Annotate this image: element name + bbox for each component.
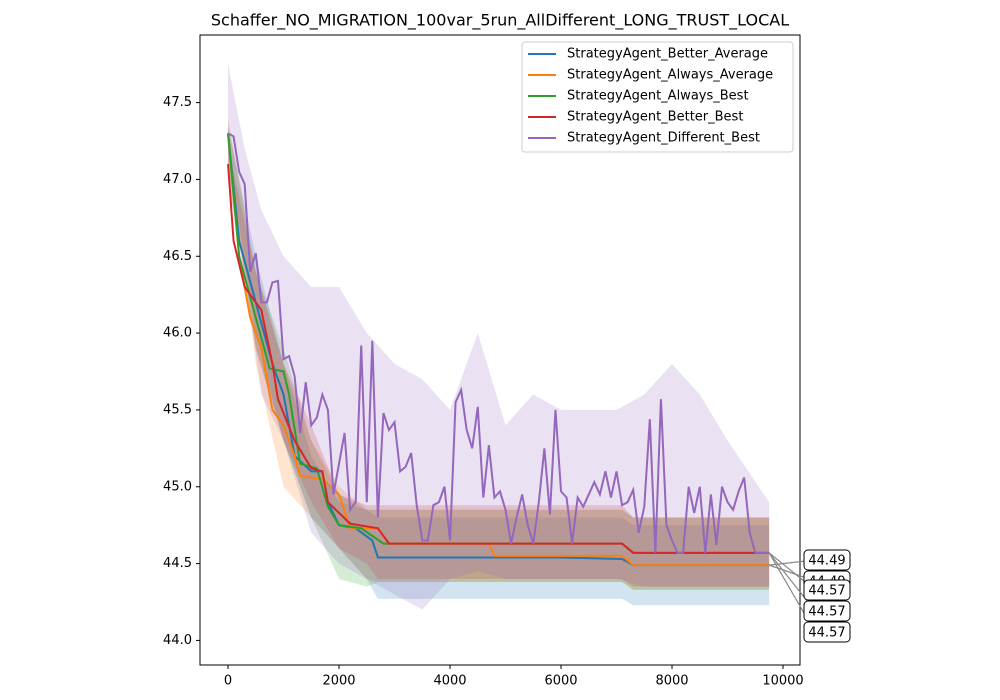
confidence-band [228,125,770,590]
legend-box [521,41,794,153]
confidence-band [228,117,770,590]
annotation: 44.57 [803,621,851,643]
y-tick-label: 44.5 [163,556,192,571]
series-line [227,132,770,554]
y-tick-label: 45.0 [163,479,192,494]
axes-frame [199,34,801,666]
legend-label: StrategyAgent_Always_Best [567,89,749,104]
series-line [227,133,770,567]
confidence-band [228,148,770,587]
y-tick-label: 46.0 [163,326,192,341]
y-tick-label: 47.5 [163,95,192,110]
y-tick-label: 47.0 [163,172,192,187]
annotation-box [803,600,851,622]
x-tick-label: 2000 [322,674,355,689]
annotation-label: 44.49 [808,554,845,569]
legend: StrategyAgent_Better_Average StrategyAgen… [521,41,794,153]
legend-label: StrategyAgent_Better_Best [567,110,743,125]
y-tick-label: 44.0 [163,633,192,648]
annotation-label: 44.57 [808,626,845,641]
chart-title: Schaffer_NO_MIGRATION_100var_5run_AllDif… [211,11,789,31]
annotation-label: 44.57 [808,584,845,599]
x-tick-label: 10000 [762,674,803,689]
plot-area [227,64,770,610]
annotation: 44.57 [803,600,851,622]
y-tick-label: 46.5 [163,249,192,264]
annotation-label: 44.57 [808,605,845,620]
x-tick-label: 0 [224,674,232,689]
annotation: 44.57 [803,579,851,601]
confidence-band [228,125,770,606]
annotation-box [803,579,851,601]
legend-label: StrategyAgent_Better_Average [567,47,768,62]
annotation: 44.49 [803,549,851,571]
x-tick-label: 4000 [433,674,466,689]
x-tick-label: 8000 [655,674,688,689]
y-tick-label: 45.5 [163,402,192,417]
annotation-box [803,549,851,571]
confidence-band [228,64,770,610]
legend-label: StrategyAgent_Always_Average [567,68,773,83]
annotation-box [803,621,851,643]
x-tick-label: 6000 [544,674,577,689]
legend-label: StrategyAgent_Different_Best [567,131,760,146]
series-line [227,164,770,554]
